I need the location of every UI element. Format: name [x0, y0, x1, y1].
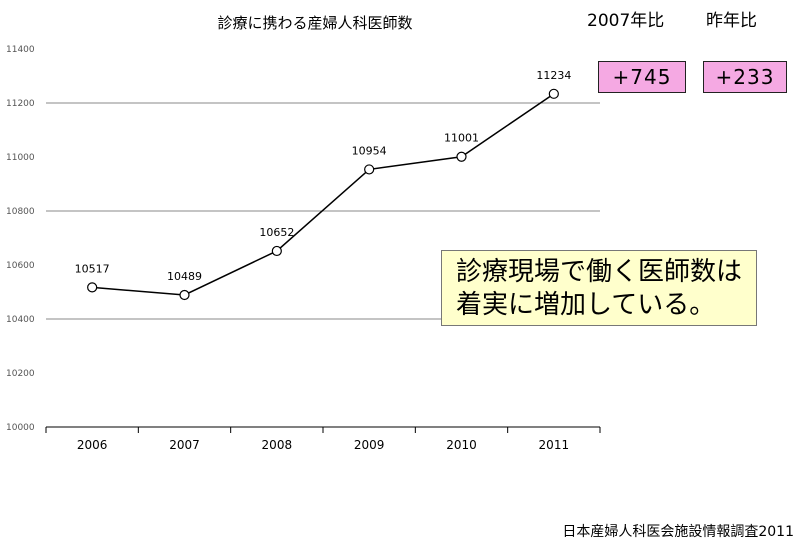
comparison-2007-label: 2007年比 — [587, 11, 665, 31]
callout-line-1: 診療現場で働く医師数は — [456, 257, 743, 287]
data-point — [364, 164, 375, 175]
y-tick-label: 10600 — [6, 261, 35, 271]
x-tick-label: 2008 — [262, 438, 293, 452]
data-point — [456, 151, 467, 162]
x-tick-label: 2011 — [539, 438, 570, 452]
summary-callout: 診療現場で働く医師数は 着実に増加している。 — [441, 250, 757, 326]
data-point — [548, 88, 559, 99]
data-label: 10652 — [259, 226, 294, 239]
source-note: 日本産婦人科医会施設情報調査2011 — [562, 524, 794, 540]
x-tick-label: 2010 — [446, 438, 477, 452]
callout-line-2: 着実に増加している。 — [456, 290, 716, 320]
y-tick-label: 10400 — [6, 315, 35, 325]
x-tick-label: 2009 — [354, 438, 385, 452]
comparison-2007-value: +745 — [598, 61, 686, 93]
x-tick-label: 2006 — [77, 438, 108, 452]
data-point — [87, 282, 98, 293]
data-label: 10954 — [352, 144, 387, 157]
y-tick-label: 10000 — [6, 423, 35, 433]
series-line — [92, 93, 555, 296]
data-label: 11234 — [536, 69, 571, 82]
x-tick-label: 2007 — [169, 438, 200, 452]
data-label: 11001 — [444, 132, 479, 145]
y-tick-label: 11400 — [6, 45, 35, 55]
chart-title: 診療に携わる産婦人科医師数 — [217, 14, 413, 32]
data-point — [271, 245, 282, 257]
comparison-lastyear-value: +233 — [703, 61, 787, 93]
data-label: 10489 — [167, 270, 202, 283]
y-tick-label: 10800 — [6, 207, 35, 217]
y-tick-label: 11000 — [6, 153, 35, 163]
y-tick-label: 10200 — [6, 369, 35, 379]
data-label: 10517 — [75, 262, 110, 275]
comparison-lastyear-label: 昨年比 — [706, 11, 757, 31]
data-point — [179, 289, 190, 301]
y-tick-label: 11200 — [6, 99, 35, 109]
